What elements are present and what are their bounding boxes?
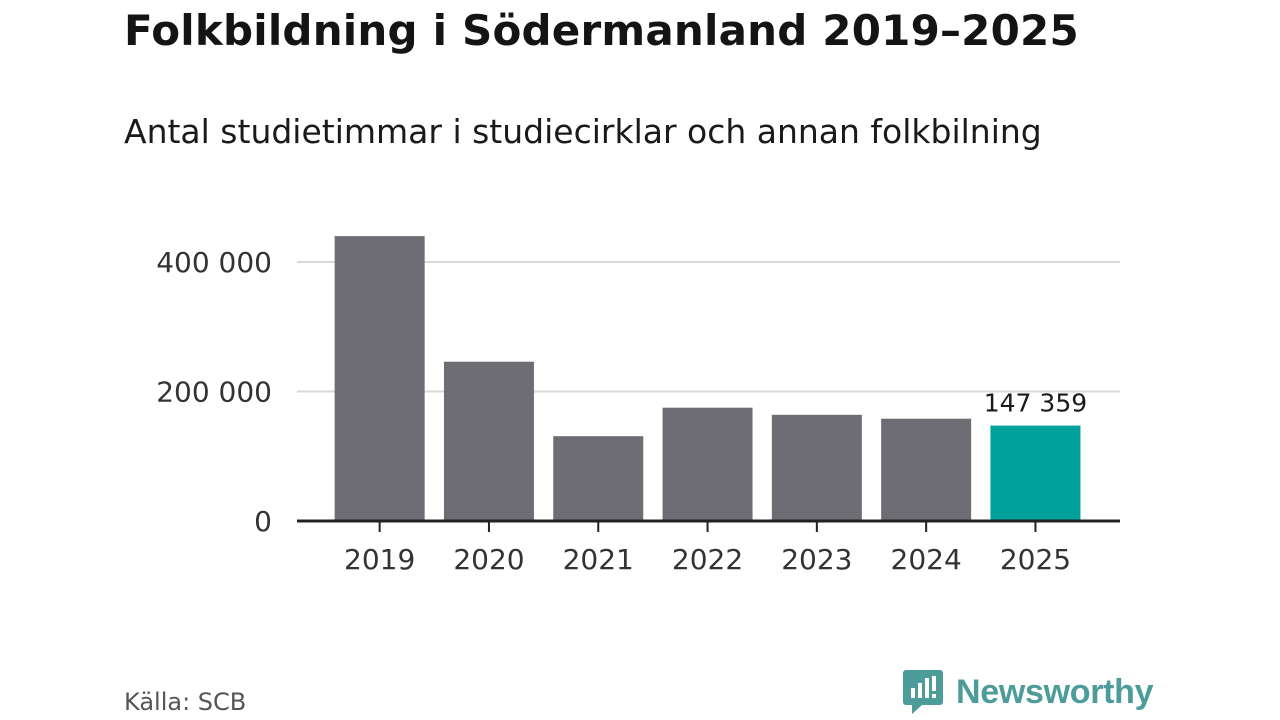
bar — [771, 414, 862, 521]
x-tick-label: 2024 — [891, 543, 962, 576]
data-label: 147 359 — [984, 389, 1087, 418]
x-tick-label: 2022 — [672, 543, 743, 576]
newsworthy-logo: Newsworthy — [902, 668, 1154, 716]
bar — [553, 436, 644, 521]
chart-subtitle: Antal studietimmar i studiecirklar och a… — [124, 112, 1042, 151]
bar — [662, 407, 753, 521]
x-tick-label: 2020 — [453, 543, 524, 576]
chart-title: Folkbildning i Södermanland 2019–2025 — [124, 6, 1079, 55]
y-tick-label: 200 000 — [156, 376, 272, 409]
newsworthy-logo-icon — [903, 670, 943, 714]
y-tick-label: 400 000 — [156, 246, 272, 279]
bar — [881, 418, 972, 521]
x-tick-label: 2019 — [344, 543, 415, 576]
bar — [990, 425, 1081, 521]
x-tick-label: 2023 — [781, 543, 852, 576]
bar — [334, 236, 425, 521]
x-tick-label: 2021 — [563, 543, 634, 576]
x-tick-label: 2025 — [1000, 543, 1071, 576]
y-tick-label: 0 — [254, 505, 272, 538]
bar — [443, 361, 534, 521]
source-note: Källa: SCB — [124, 688, 247, 716]
newsworthy-logo-text: Newsworthy — [956, 672, 1154, 711]
